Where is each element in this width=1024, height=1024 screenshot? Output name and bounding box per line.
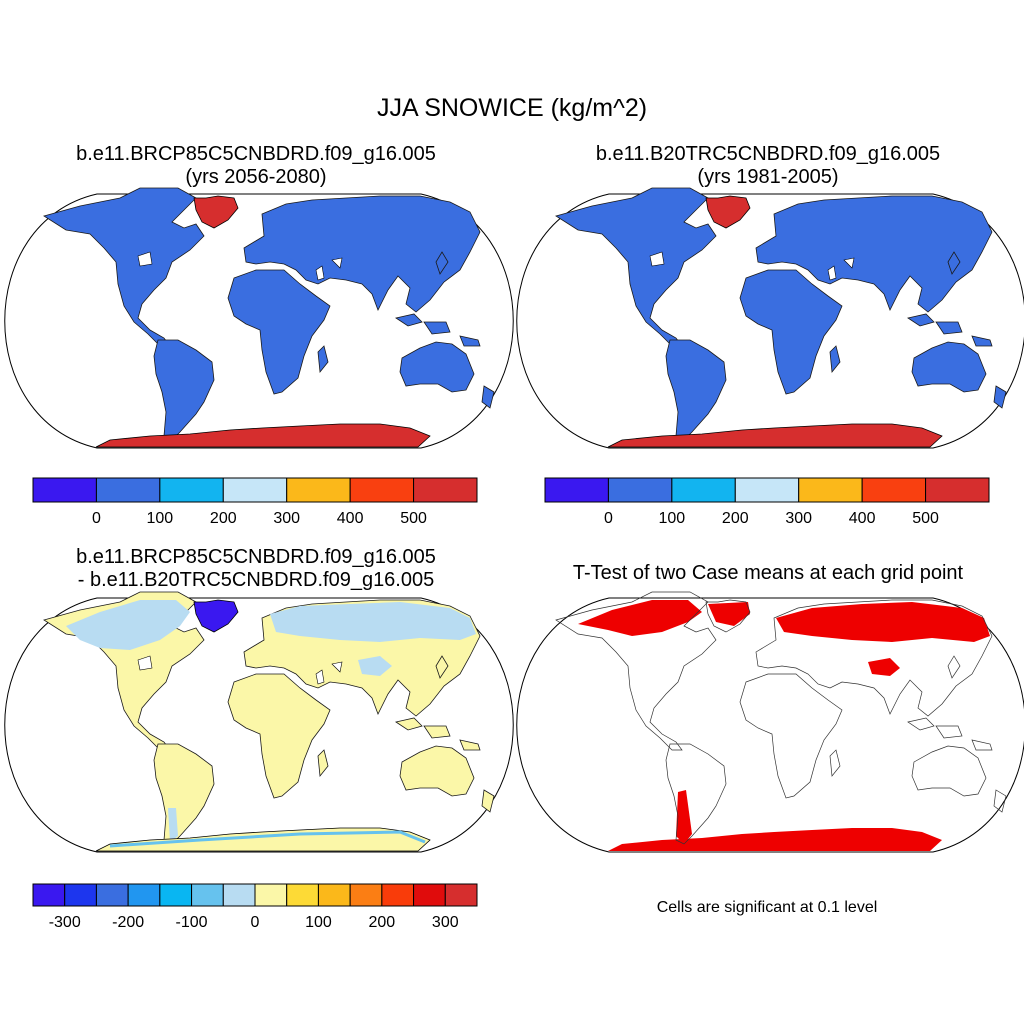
map-3-antarctica-coast-change (109, 830, 426, 848)
colorbar-tick-label: 400 (337, 510, 364, 527)
panel-4-title: T-Test of two Case means at each grid po… (512, 562, 1024, 585)
colorbar-swatch (798, 477, 863, 503)
colorbar-swatch (286, 477, 351, 503)
ttest-note: Cells are significant at 0.1 level (656, 899, 878, 916)
colorbar-swatch (127, 883, 161, 907)
colorbar-tick-label: 100 (659, 510, 686, 527)
colorbar-swatch (734, 477, 800, 503)
colorbar-tick-label: -300 (49, 914, 81, 931)
colorbar-tick-label: -200 (112, 914, 144, 931)
colorbar-tick-label: 200 (722, 510, 749, 527)
map-4-signif-andes (676, 790, 692, 844)
colorbar-swatch (95, 883, 129, 907)
colorbar-tick-label: 300 (785, 510, 812, 527)
map-4-signif-tibet (868, 658, 900, 676)
colorbar-swatch (222, 883, 256, 907)
panel-1-title: b.e11.BRCP85C5CNBDRD.f09_g16.005 (yrs 20… (0, 143, 512, 189)
panel-3-title-line1: b.e11.BRCP85C5CNBDRD.f09_g16.005 (76, 546, 436, 568)
colorbar-tick-label: 400 (849, 510, 876, 527)
colorbar-tick-label: 200 (210, 510, 237, 527)
colorbar-swatch (317, 883, 351, 907)
map-4-signif-north (578, 600, 990, 642)
colorbar-swatch (349, 883, 383, 907)
colorbar-swatch (381, 883, 415, 907)
map-3-snow-change-andes (168, 808, 178, 842)
colorbar-swatch (222, 477, 288, 503)
map-panel-1 (4, 187, 514, 449)
colorbar-tick-label: 100 (147, 510, 174, 527)
colorbar-swatch (413, 477, 478, 503)
colorbar-tick-label: 300 (273, 510, 300, 527)
colorbar-1: 0 100 200 300 400 500 (32, 477, 478, 527)
colorbar-swatch (191, 883, 224, 907)
colorbar-swatch (95, 477, 161, 503)
colorbar-tick-label: 500 (912, 510, 939, 527)
panel-2-title-line1: b.e11.B20TRC5CNBDRD.f09_g16.005 (595, 143, 941, 165)
colorbar-2: 0 100 200 300 400 500 (544, 477, 990, 527)
colorbar-tick-label: 100 (305, 914, 332, 931)
colorbar-swatch (286, 883, 319, 907)
panel-3-title: b.e11.BRCP85C5CNBDRD.f09_g16.005 - b.e11… (0, 546, 512, 592)
colorbar-swatch (413, 883, 446, 907)
colorbar-swatch (254, 883, 288, 907)
colorbar-tick-label: 200 (369, 914, 396, 931)
panel-1-title-line2: (yrs 2056-2080) (185, 166, 327, 188)
figure-title: JJA SNOWICE (kg/m^2) (376, 94, 648, 122)
colorbar-3: -300 -200 -100 0 100 200 300 (32, 883, 478, 931)
colorbar-tick-label: 0 (604, 510, 613, 527)
colorbar-swatch (925, 477, 990, 503)
panel-2-title-line2: (yrs 1981-2005) (697, 166, 839, 188)
panel-4-title-line1: T-Test of two Case means at each grid po… (572, 562, 964, 584)
map-panel-3 (4, 591, 514, 853)
colorbar-swatch (159, 477, 224, 503)
map-3-snow-change-north (66, 600, 476, 650)
colorbar-swatch (607, 477, 673, 503)
colorbar-swatch (64, 883, 97, 907)
colorbar-tick-label: 300 (432, 914, 459, 931)
map-panel-2 (516, 187, 1024, 449)
colorbar-swatch (32, 883, 66, 907)
map-panel-4 (516, 591, 1024, 853)
colorbar-swatch (444, 883, 478, 907)
panel-2-title: b.e11.B20TRC5CNBDRD.f09_g16.005 (yrs 198… (512, 143, 1024, 189)
colorbar-swatch (861, 477, 927, 503)
colorbar-swatch (671, 477, 736, 503)
colorbar-swatch (349, 477, 415, 503)
colorbar-tick-label: -100 (176, 914, 208, 931)
colorbar-tick-label: 500 (400, 510, 427, 527)
colorbar-tick-label: 0 (251, 914, 260, 931)
colorbar-swatch (159, 883, 193, 907)
colorbar-swatch (32, 477, 97, 503)
panel-3-title-line2: - b.e11.B20TRC5CNBDRD.f09_g16.005 (77, 569, 435, 591)
map-3-snow-change-tibet (358, 656, 392, 676)
colorbar-swatch (544, 477, 609, 503)
panel-1-title-line1: b.e11.BRCP85C5CNBDRD.f09_g16.005 (76, 143, 436, 165)
colorbar-tick-label: 0 (92, 510, 101, 527)
map-4-frame (516, 597, 1024, 853)
